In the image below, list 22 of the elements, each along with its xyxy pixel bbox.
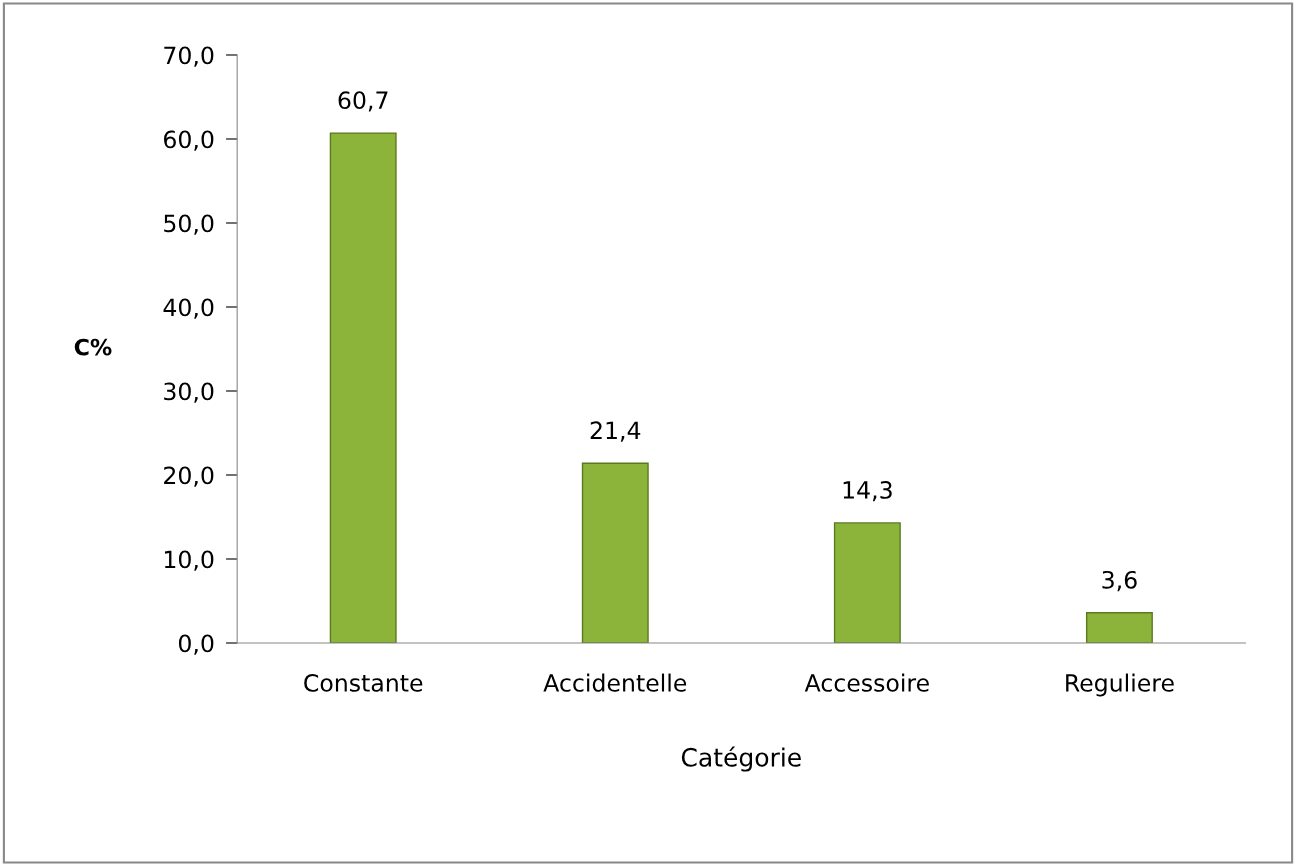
- y-tick-label: 20,0: [164, 466, 214, 487]
- x-tick-label: Reguliere: [1066, 673, 1174, 697]
- bar: [329, 132, 397, 643]
- y-tick-label: 30,0: [164, 382, 214, 403]
- bar: [833, 522, 901, 643]
- y-tick-label: 50,0: [164, 214, 214, 235]
- y-tick-label: 70,0: [164, 46, 214, 67]
- data-label: 3,6: [1102, 570, 1137, 592]
- y-tick-label: 0,0: [178, 634, 214, 655]
- y-tick-label: 10,0: [164, 550, 214, 571]
- x-tick-label: Constante: [304, 673, 423, 692]
- bar: [1085, 612, 1153, 643]
- data-label: 14,3: [843, 481, 892, 502]
- y-axis-title: C%: [74, 338, 112, 356]
- bar: [581, 462, 649, 643]
- y-tick-label: 40,0: [163, 298, 214, 319]
- x-tick-label: Accessoire: [804, 673, 929, 692]
- y-tick-label: 60,0: [164, 130, 214, 151]
- x-axis-title: Catégorie: [681, 746, 801, 772]
- x-tick-label: Accidentelle: [543, 673, 687, 692]
- data-label: 60,7: [338, 91, 388, 112]
- data-label: 21,4: [590, 421, 641, 442]
